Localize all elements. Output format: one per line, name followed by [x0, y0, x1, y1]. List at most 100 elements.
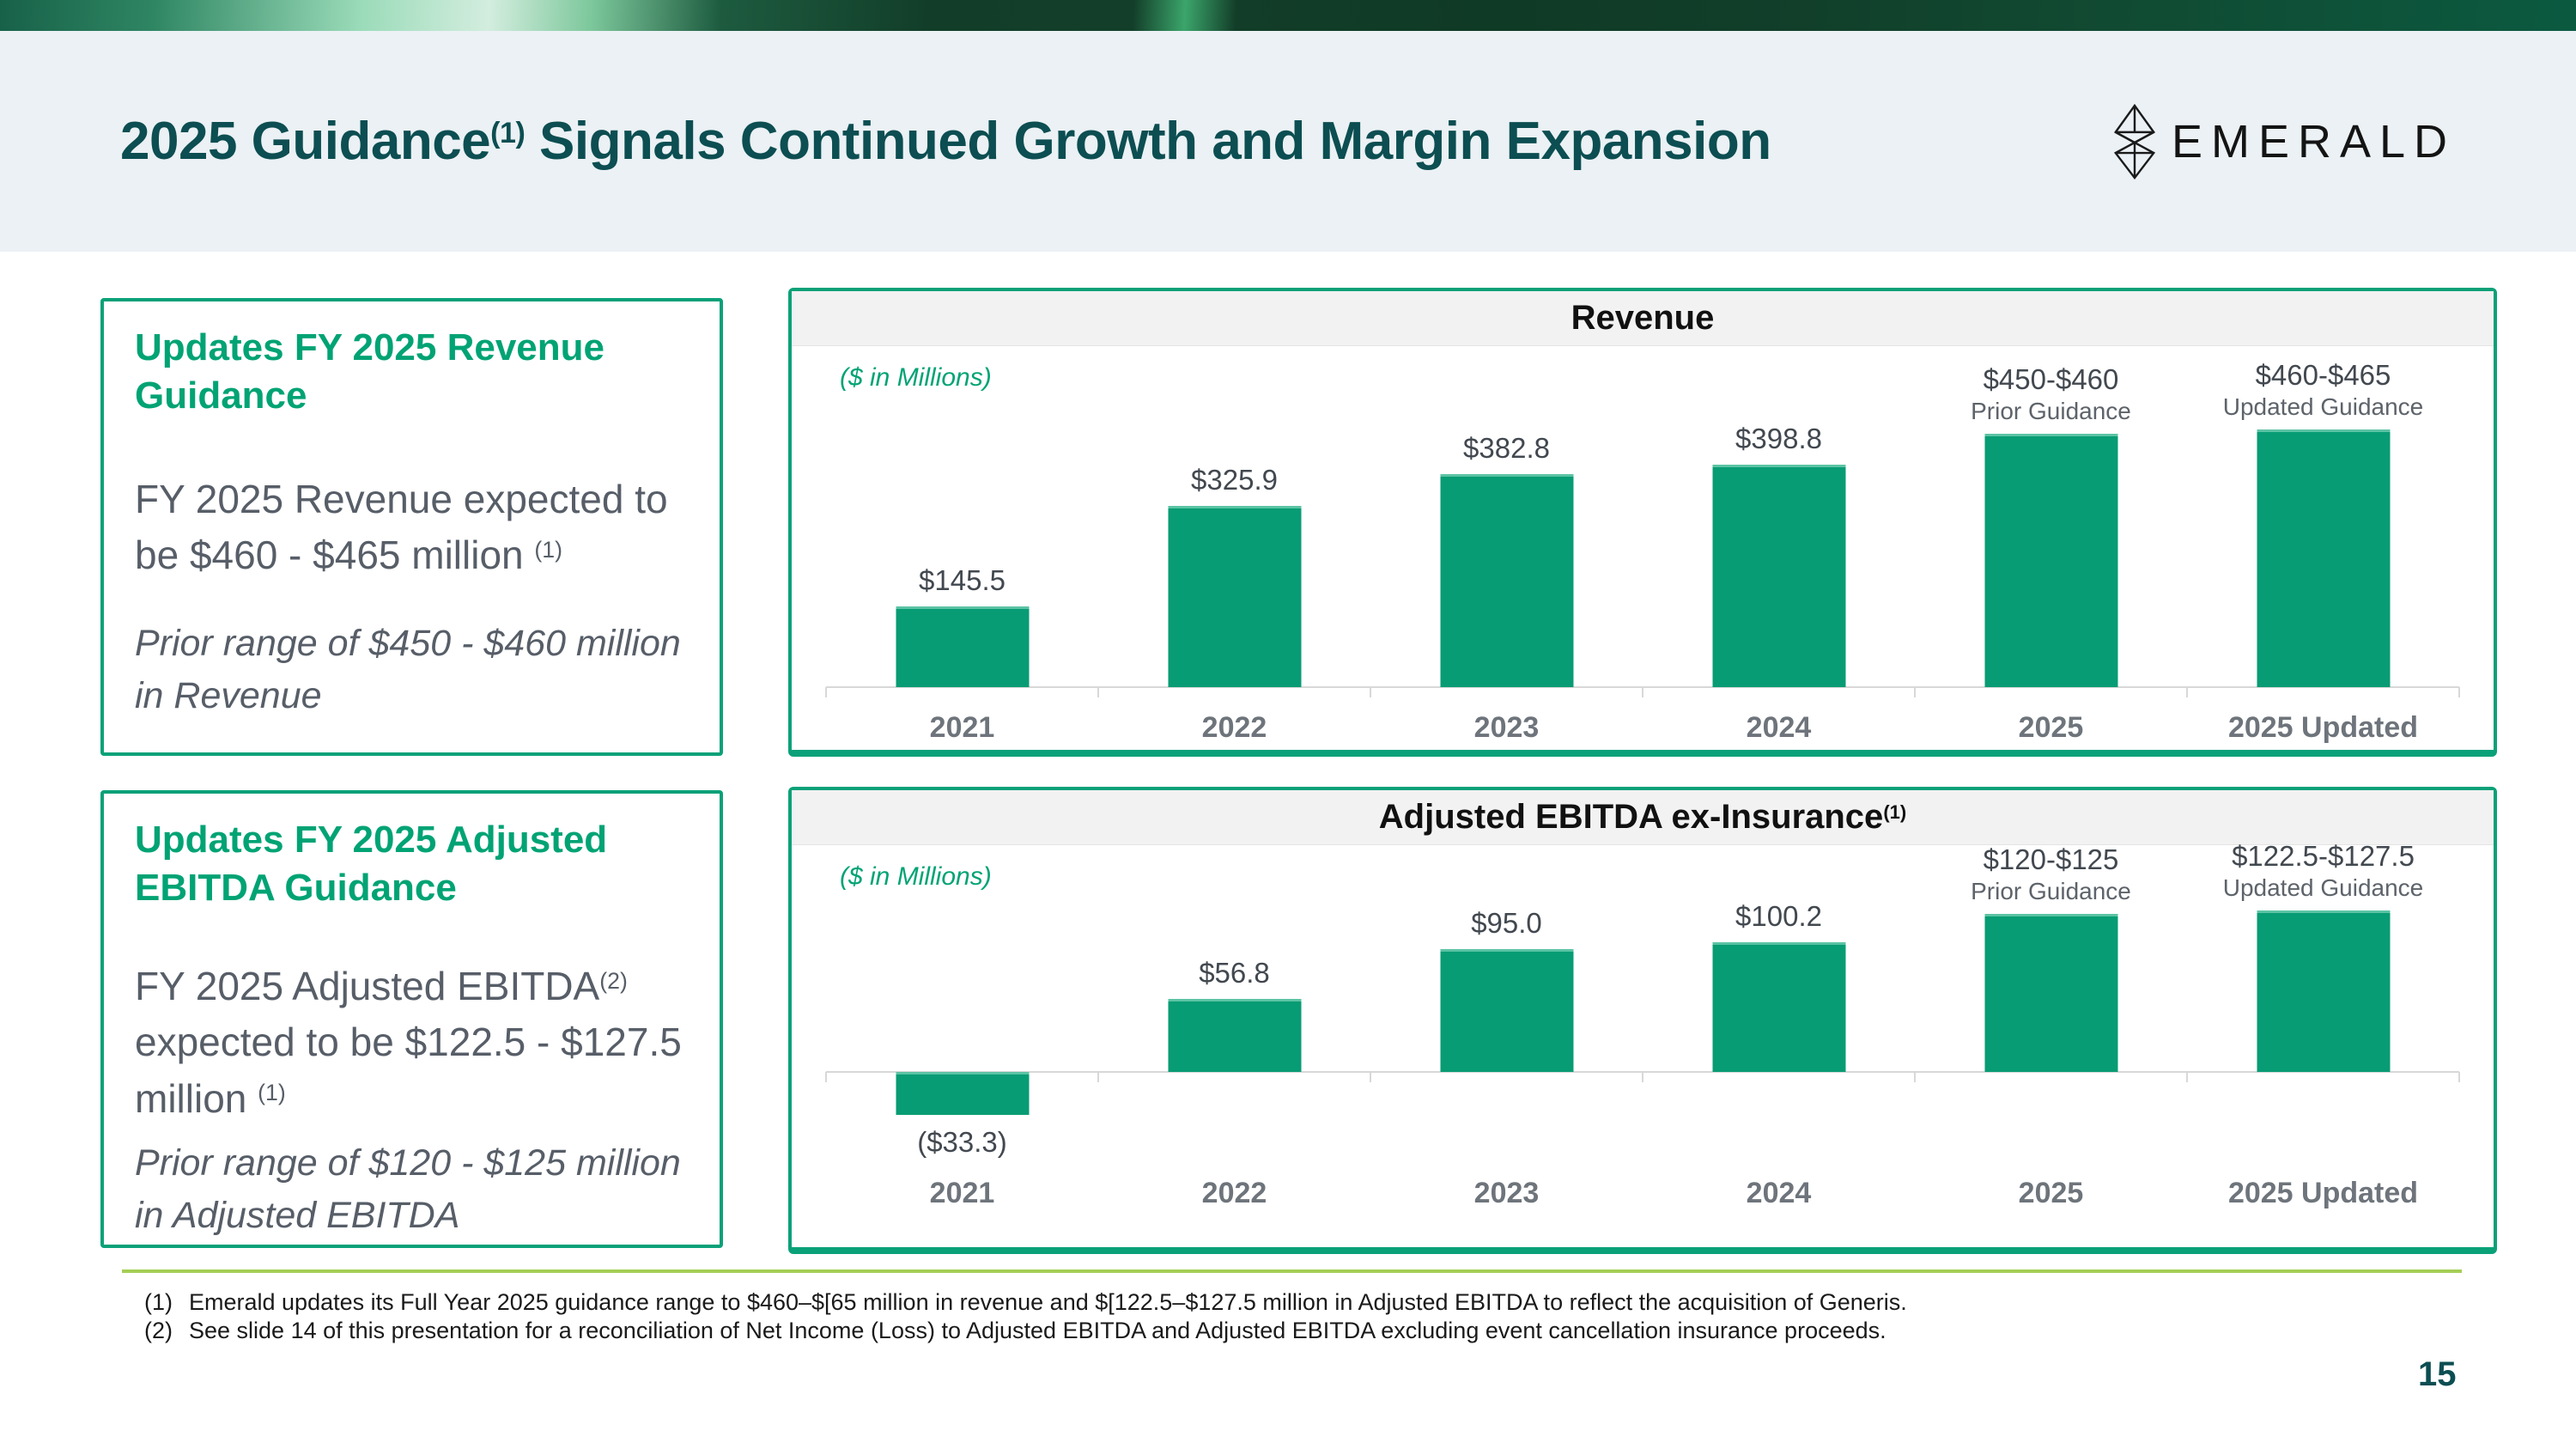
bar-guidance-sublabel: Prior Guidance — [1971, 398, 2131, 424]
x-tick-label: 2024 — [1746, 1177, 1812, 1209]
bar-label-stack: $95.0 — [1353, 906, 1660, 941]
bar — [1984, 434, 2117, 687]
x-axis-tick — [825, 687, 827, 697]
bar-label-stack: $325.9 — [1081, 463, 1388, 497]
page-number: 15 — [2418, 1355, 2457, 1393]
bar-label-stack: $122.5-$127.5 Updated Guidance — [2170, 839, 2476, 902]
bar-value-label: $145.5 — [919, 564, 1005, 596]
bar-value-label: $56.8 — [1199, 957, 1270, 989]
revenue-guidance-body-text: FY 2025 Revenue expected to be $460 - $4… — [135, 477, 668, 578]
x-axis-tick — [1097, 687, 1099, 697]
bar — [1440, 949, 1573, 1072]
revenue-plot-area: $145.5 2021 $325.9 2022 $382.8 2023 $398.8 2024… — [825, 346, 2460, 750]
bar — [2257, 910, 2390, 1072]
ebitda-units-label: ($ in Millions) — [840, 862, 992, 891]
x-tick-label: 2024 — [1746, 711, 1812, 744]
revenue-guidance-heading: Updates FY 2025 Revenue Guidance — [135, 326, 605, 417]
ebitda-chart-title-text: Adjusted EBITDA ex-Insurance — [1378, 798, 1884, 836]
title-footnote-ref: (1) — [490, 117, 526, 150]
bar-value-label: $122.5-$127.5 — [2232, 840, 2415, 872]
bar-column: $325.9 2022 — [1098, 346, 1370, 750]
footnote-1-text: Emerald updates its Full Year 2025 guida… — [189, 1289, 1907, 1315]
bar-label-stack: $100.2 — [1625, 899, 1932, 934]
bar-value-label: ($33.3) — [917, 1126, 1007, 1158]
revenue-chart-title-text: Revenue — [1571, 299, 1715, 337]
bar-value-label: $100.2 — [1735, 900, 1822, 932]
slide-header: 2025 Guidance(1) Signals Continued Growt… — [0, 31, 2576, 252]
slide-title: 2025 Guidance(1) Signals Continued Growt… — [0, 111, 1771, 172]
revenue-guidance-box: Updates FY 2025 Revenue Guidance FY 2025… — [100, 298, 723, 756]
x-tick-label: 2025 Updated — [2227, 1177, 2419, 1209]
x-axis-tick — [1369, 687, 1371, 697]
bar-value-label: $325.9 — [1191, 464, 1278, 496]
x-axis-tick — [1913, 1072, 1916, 1082]
bar-value-label: $398.8 — [1735, 423, 1822, 454]
bar-column: ($33.3) 2021 — [826, 845, 1098, 1247]
x-tick-label: 2025 — [2018, 1177, 2084, 1209]
footnote-ref-2: (2) — [599, 967, 628, 994]
bar — [1712, 465, 1845, 687]
emerald-gem-icon — [2113, 103, 2155, 180]
x-axis-tick — [2458, 1072, 2460, 1082]
footnote-ref-1: (1) — [534, 536, 563, 563]
bar-value-label: $460-$465 — [2255, 359, 2391, 391]
bar-column: $120-$125 Prior Guidance 2025 — [1915, 843, 2187, 1247]
bar-label-stack: $120-$125 Prior Guidance — [1898, 843, 2204, 905]
x-tick-label: 2023 — [1473, 1177, 1540, 1209]
emerald-logo: EMERALD — [2110, 102, 2456, 181]
x-axis-tick — [2186, 1072, 2188, 1082]
bar — [1168, 999, 1301, 1072]
x-axis-tick — [1642, 687, 1643, 697]
bar-guidance-sublabel: Updated Guidance — [2222, 874, 2424, 901]
bar — [1984, 914, 2117, 1072]
bar-column: $56.8 2022 — [1098, 845, 1370, 1247]
ebitda-plot-area: ($33.3) 2021 $56.8 2022 $95.0 2023 $100.2 2024 $… — [825, 840, 2460, 1247]
revenue-units-label: ($ in Millions) — [840, 363, 992, 392]
x-tick-label: 2021 — [929, 711, 995, 744]
bar — [2257, 429, 2390, 687]
revenue-guidance-body: FY 2025 Revenue expected to be $460 - $4… — [135, 472, 702, 584]
bar-value-label: $450-$460 — [1983, 363, 2119, 395]
bar-label-stack: ($33.3) — [809, 1125, 1115, 1160]
slide-title-rest: Signals Continued Growth and Margin Expa… — [525, 112, 1771, 171]
ebitda-chart-title: Adjusted EBITDA ex-Insurance(1) — [792, 790, 2494, 845]
ebitda-chart-card: Adjusted EBITDA ex-Insurance(1) ($ in Mi… — [788, 787, 2497, 1254]
bar-label-stack: $145.5 — [809, 563, 1115, 598]
bar-column: $122.5-$127.5 Updated Guidance 2025 Update… — [2187, 840, 2459, 1247]
x-tick-label: 2023 — [1473, 711, 1540, 744]
bar-label-stack: $460-$465 Updated Guidance — [2170, 358, 2476, 421]
bar-value-label: $95.0 — [1471, 907, 1542, 939]
footnotes: (1) Emerald updates its Full Year 2025 g… — [144, 1288, 2205, 1345]
bar — [1712, 942, 1845, 1072]
x-axis-tick — [1097, 1072, 1099, 1082]
ebitda-guidance-body: FY 2025 Adjusted EBITDA(2) expected to b… — [135, 959, 702, 1127]
x-tick-label: 2025 Updated — [2227, 711, 2419, 744]
revenue-chart-title: Revenue — [792, 291, 2494, 346]
bar-column: $382.8 2023 — [1370, 346, 1643, 750]
bar — [1168, 506, 1301, 687]
bar-label-stack: $56.8 — [1081, 956, 1388, 990]
bar-value-label: $120-$125 — [1983, 843, 2119, 875]
x-axis-tick — [1913, 687, 1916, 697]
footnote-2-text: See slide 14 of this presentation for a … — [189, 1318, 1886, 1343]
ebitda-guidance-box: Updates FY 2025 Adjusted EBITDA Guidance… — [100, 790, 723, 1248]
footnote-divider — [122, 1269, 2462, 1273]
ebitda-prior-range-note: Prior range of $120 - $125 million in Ad… — [135, 1142, 681, 1237]
bar-label-stack: $382.8 — [1353, 431, 1660, 466]
x-tick-label: 2022 — [1201, 711, 1267, 744]
revenue-chart-card: Revenue ($ in Millions) $145.5 2021 $325.9… — [788, 288, 2497, 757]
bar-column: $100.2 2024 — [1643, 845, 1915, 1247]
bar-label-stack: $398.8 — [1625, 422, 1932, 456]
top-gradient-band — [0, 0, 2576, 31]
emerald-logo-text: EMERALD — [2171, 115, 2456, 167]
slide-title-main: 2025 Guidance — [120, 112, 491, 171]
x-axis-tick — [1642, 1072, 1643, 1082]
footnote-ref-1: (1) — [258, 1080, 286, 1106]
ebitda-guidance-heading: Updates FY 2025 Adjusted EBITDA Guidance — [135, 819, 608, 910]
bar — [896, 606, 1029, 687]
bar-guidance-sublabel: Prior Guidance — [1971, 878, 2131, 904]
bar-guidance-sublabel: Updated Guidance — [2222, 393, 2424, 420]
x-axis-tick — [2186, 687, 2188, 697]
bar-label-stack: $450-$460 Prior Guidance — [1898, 362, 2204, 425]
